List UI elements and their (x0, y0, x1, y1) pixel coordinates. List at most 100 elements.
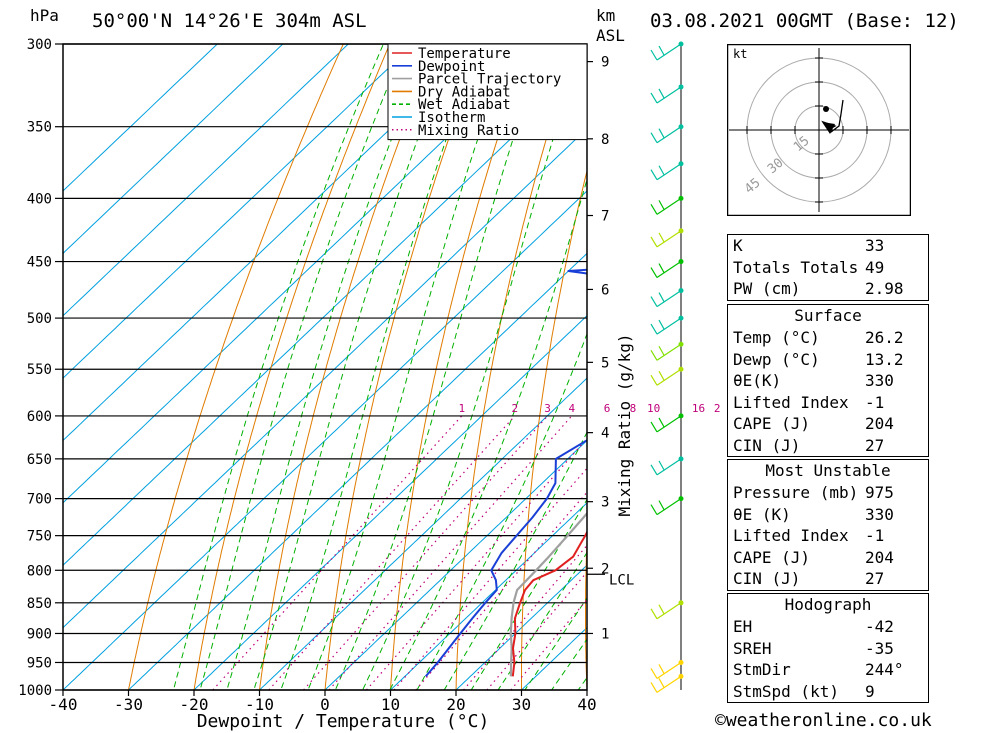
dry-adiabat-line (708, 0, 721, 716)
hodograph-param-value: -42 (865, 617, 894, 636)
pressure-tick-label: 550 (27, 362, 52, 378)
wind-barb (650, 343, 682, 361)
mixing-ratio-label: 2 (511, 402, 518, 415)
index-label: PW (cm) (733, 279, 801, 298)
wind-barb (650, 458, 682, 476)
wind-barb (650, 261, 682, 279)
hodograph: kt 15 30 45 (727, 44, 911, 216)
wind-barb (650, 317, 682, 335)
km-tick-label: 1 (601, 626, 609, 642)
hodograph-param-label: EH (733, 617, 753, 636)
pressure-tick-label: 600 (27, 409, 52, 425)
index-value: 49 (865, 257, 885, 277)
x-tick-label: 30 (512, 695, 531, 714)
index-label: K (733, 236, 743, 255)
hodograph-param-row: StmSpd (kt) 9 (728, 681, 928, 703)
surface-value: 330 (865, 371, 894, 390)
wind-level-marker (678, 341, 684, 347)
most-unstable-value: 204 (865, 547, 894, 567)
credit-link[interactable]: ©weatheronline.co.uk (715, 710, 932, 731)
surface-row: Dewp (°C) 13.2 (728, 349, 928, 371)
wet-adiabat-line (280, 44, 482, 690)
pressure-tick-label: 700 (27, 492, 52, 508)
mixing-ratio-label: 4 (568, 402, 575, 415)
wind-level-marker (678, 195, 684, 201)
wind-level-marker (678, 315, 684, 321)
mixing-ratio-label: 16 (692, 402, 705, 415)
x-axis-title: Dewpoint / Temperature (°C) (197, 711, 490, 732)
wind-barb (650, 602, 682, 620)
x-tick-label: 10 (381, 695, 400, 714)
legend-label: Temperature (418, 46, 511, 62)
most-unstable-title: Most Unstable (728, 459, 928, 482)
wind-barb (650, 230, 682, 248)
wind-level-marker (678, 366, 684, 372)
surface-row: CIN (J) 27 (728, 435, 928, 457)
mixing-ratio-label: 20 (714, 402, 720, 415)
surface-value: -1 (865, 392, 885, 412)
surface-label: θE(K) (733, 371, 782, 390)
km-tick-label: 2 (601, 561, 609, 577)
isotherm-line (63, 44, 284, 255)
index-value: 2.98 (865, 279, 904, 298)
wet-adiabat-line (416, 332, 587, 690)
isotherm-line (520, 626, 587, 690)
surface-row: Temp (°C) 26.2 (728, 327, 928, 349)
dry-adiabat-line (585, 530, 587, 690)
wind-level-marker (678, 288, 684, 294)
hodograph-param-label: StmSpd (kt) (733, 681, 839, 701)
x-tick-label: 0 (320, 695, 330, 714)
index-row: K 33 (728, 235, 928, 257)
km-tick-label: 6 (601, 282, 609, 298)
wind-barb (650, 126, 682, 144)
most-unstable-row: CIN (J) 27 (728, 568, 928, 590)
pressure-tick-label: 750 (27, 529, 52, 545)
km-unit-label: km (596, 6, 616, 25)
isotherm-line (63, 44, 219, 192)
isotherm-line (455, 564, 587, 690)
wind-level-marker (678, 161, 684, 167)
wet-adiabat-line (389, 177, 587, 690)
datetime-title: 03.08.2021 00GMT (Base: 12) (650, 10, 959, 32)
wet-adiabat-line (226, 44, 430, 690)
wind-barb (650, 368, 682, 386)
pressure-tick-label: 800 (27, 563, 52, 579)
wind-level-marker (678, 124, 684, 130)
index-row: Totals Totals 49 (728, 257, 928, 279)
wind-barb (650, 290, 682, 308)
pressure-tick-label: 350 (27, 120, 52, 136)
indices-panel: K 33 Totals Totals 49 PW (cm) 2.98 (727, 234, 929, 301)
mixing-ratio-line (328, 415, 573, 690)
wind-level-marker (678, 413, 684, 419)
x-tick-label: 40 (577, 695, 596, 714)
wind-level-marker (678, 456, 684, 462)
hodograph-params-title: Hodograph (728, 593, 928, 616)
wet-adiabat-line (334, 44, 546, 690)
mixing-ratio-label: 3 (544, 402, 551, 415)
isotherm-line (63, 44, 350, 317)
most-unstable-label: CIN (J) (733, 569, 801, 588)
mixing-ratio-axis-title: Mixing Ratio (g/kg) (615, 333, 634, 516)
most-unstable-row: Lifted Index -1 (728, 525, 928, 547)
surface-row: Lifted Index -1 (728, 392, 928, 414)
hodograph-param-row: StmDir 244° (728, 659, 928, 681)
wet-adiabat-line (497, 551, 587, 690)
wind-barb (650, 661, 682, 679)
most-unstable-row: CAPE (J) 204 (728, 547, 928, 569)
isotherm-line (389, 502, 587, 690)
most-unstable-label: CAPE (J) (733, 547, 811, 567)
temperature-line (511, 530, 587, 677)
hodograph-param-value: 9 (865, 681, 875, 701)
wind-barb (650, 163, 682, 181)
km-tick-label: 9 (601, 55, 609, 71)
surface-label: Temp (°C) (733, 328, 820, 347)
index-row: PW (cm) 2.98 (728, 278, 928, 300)
surface-title: Surface (728, 304, 928, 327)
dewpoint-line (424, 268, 587, 678)
hodograph-mean-wind-arrow (822, 122, 835, 134)
surface-row: CAPE (J) 204 (728, 413, 928, 435)
most-unstable-label: θE (K) (733, 504, 791, 524)
parcel-trajectory-line (509, 511, 587, 677)
wet-adiabat-line (362, 44, 584, 690)
wind-barb (650, 197, 682, 215)
